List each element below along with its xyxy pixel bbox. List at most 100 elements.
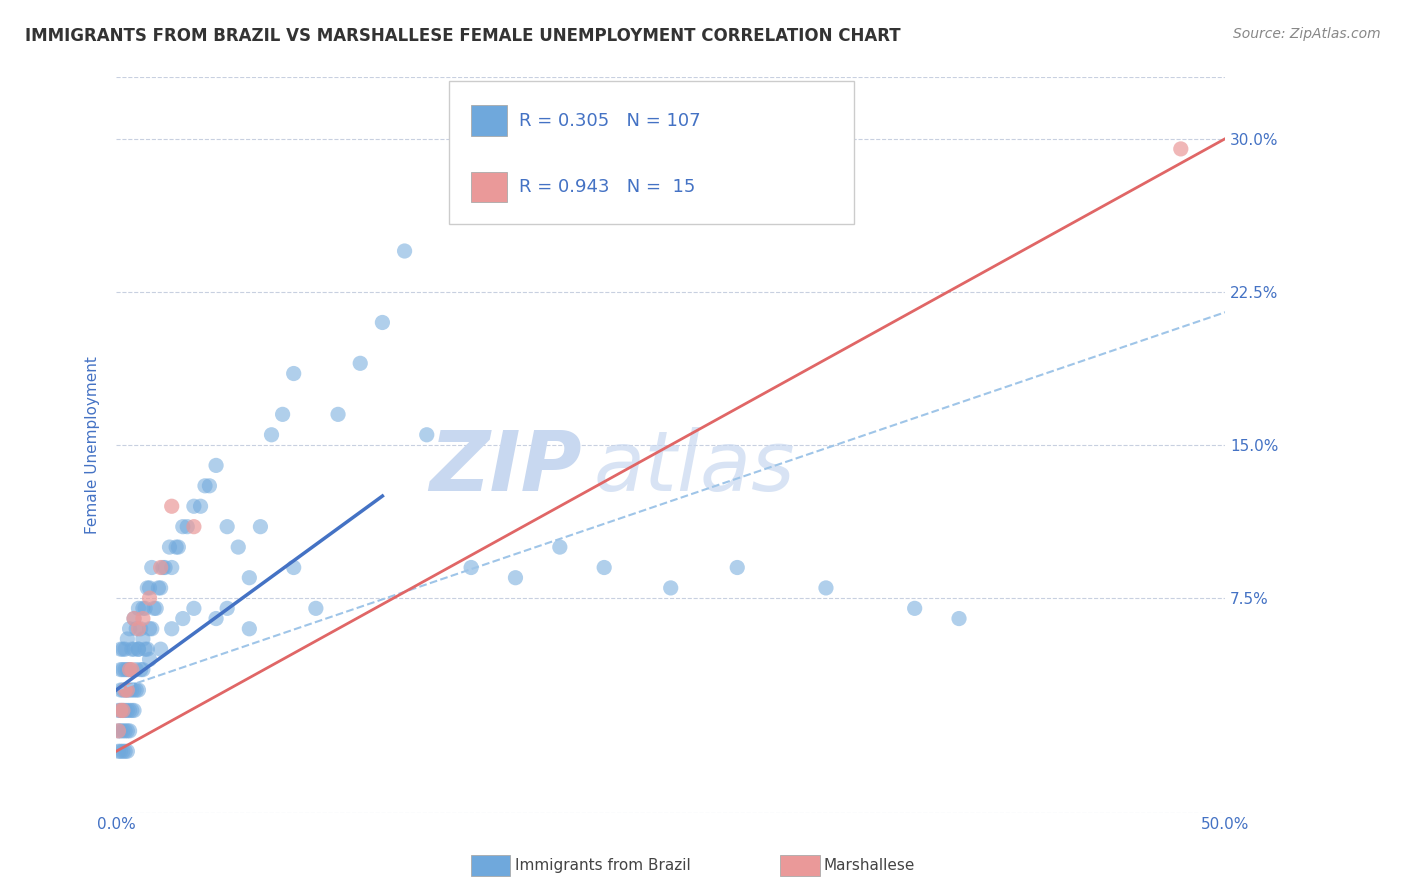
Point: [149, 642, 172, 657]
Point: [371, 316, 394, 330]
Point: [114, 663, 136, 677]
Point: [176, 519, 198, 533]
Point: [107, 703, 129, 717]
Point: [249, 519, 271, 533]
Point: [138, 622, 160, 636]
Point: [110, 723, 132, 738]
Point: [183, 500, 205, 514]
Point: [125, 663, 148, 677]
Point: [349, 356, 371, 370]
Point: [904, 601, 927, 615]
Point: [111, 642, 134, 657]
Point: [141, 560, 163, 574]
Point: [121, 683, 143, 698]
Point: [725, 560, 748, 574]
Point: [111, 744, 134, 758]
Point: [160, 500, 183, 514]
Point: [505, 571, 527, 585]
Point: [125, 622, 148, 636]
Text: R = 0.305   N = 107: R = 0.305 N = 107: [519, 112, 700, 130]
Point: [117, 683, 139, 698]
Point: [153, 560, 176, 574]
Point: [114, 744, 136, 758]
Point: [1170, 142, 1192, 156]
Point: [127, 642, 149, 657]
Point: [138, 591, 160, 606]
Point: [111, 703, 134, 717]
Point: [110, 663, 132, 677]
Point: [143, 601, 166, 615]
Point: [111, 723, 134, 738]
Point: [117, 723, 139, 738]
FancyBboxPatch shape: [449, 81, 853, 225]
Point: [121, 663, 143, 677]
Point: [190, 500, 212, 514]
Point: [160, 622, 183, 636]
Point: [117, 632, 139, 646]
Point: [118, 663, 141, 677]
Point: [127, 683, 149, 698]
Point: [114, 683, 136, 698]
Point: [122, 642, 145, 657]
Point: [132, 663, 155, 677]
Point: [127, 642, 149, 657]
Point: [159, 540, 181, 554]
Point: [238, 571, 260, 585]
Point: [117, 683, 139, 698]
Point: [416, 427, 439, 442]
Point: [118, 723, 141, 738]
Point: [659, 581, 682, 595]
Text: Immigrants from Brazil: Immigrants from Brazil: [515, 858, 690, 872]
Point: [217, 601, 239, 615]
Point: [117, 744, 139, 758]
Text: ZIP: ZIP: [429, 426, 582, 508]
Point: [149, 560, 172, 574]
Point: [814, 581, 837, 595]
Point: [260, 427, 283, 442]
Point: [148, 581, 170, 595]
Point: [111, 703, 134, 717]
Point: [132, 632, 155, 646]
Point: [326, 408, 349, 422]
Point: [593, 560, 616, 574]
Point: [205, 611, 228, 625]
Point: [460, 560, 482, 574]
Point: [114, 703, 136, 717]
Point: [194, 479, 217, 493]
Point: [152, 560, 174, 574]
Point: [110, 744, 132, 758]
Point: [136, 581, 159, 595]
Point: [110, 683, 132, 698]
Point: [167, 540, 190, 554]
Point: [141, 622, 163, 636]
Point: [134, 601, 156, 615]
Point: [548, 540, 571, 554]
Point: [271, 408, 294, 422]
Point: [110, 642, 132, 657]
Point: [172, 611, 194, 625]
Point: [127, 601, 149, 615]
Point: [138, 652, 160, 666]
Point: [198, 479, 221, 493]
Point: [149, 581, 172, 595]
Text: R = 0.943   N =  15: R = 0.943 N = 15: [519, 178, 695, 196]
Point: [205, 458, 228, 473]
Point: [160, 560, 183, 574]
Point: [122, 611, 145, 625]
Point: [114, 642, 136, 657]
Point: [110, 703, 132, 717]
Point: [118, 703, 141, 717]
Point: [165, 540, 187, 554]
Point: [217, 519, 239, 533]
Point: [107, 744, 129, 758]
Point: [125, 683, 148, 698]
Point: [283, 367, 305, 381]
Point: [172, 519, 194, 533]
Bar: [471, 105, 506, 136]
Point: [111, 663, 134, 677]
Point: [129, 622, 152, 636]
Point: [117, 663, 139, 677]
Text: Source: ZipAtlas.com: Source: ZipAtlas.com: [1233, 27, 1381, 41]
Point: [145, 601, 167, 615]
Point: [121, 642, 143, 657]
